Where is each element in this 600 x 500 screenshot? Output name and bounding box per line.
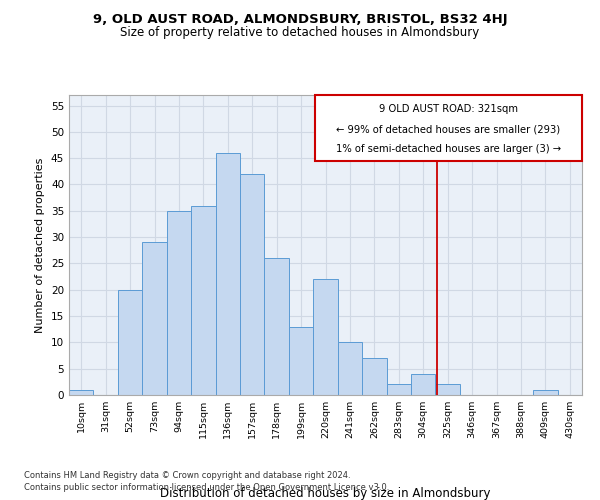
Text: ← 99% of detached houses are smaller (293): ← 99% of detached houses are smaller (29… bbox=[336, 124, 560, 134]
Bar bbox=[533, 390, 557, 395]
Bar bbox=[215, 153, 240, 395]
Bar bbox=[314, 95, 582, 161]
Text: Size of property relative to detached houses in Almondsbury: Size of property relative to detached ho… bbox=[121, 26, 479, 39]
Bar bbox=[142, 242, 167, 395]
Bar bbox=[191, 206, 215, 395]
Text: 9, OLD AUST ROAD, ALMONDSBURY, BRISTOL, BS32 4HJ: 9, OLD AUST ROAD, ALMONDSBURY, BRISTOL, … bbox=[92, 12, 508, 26]
Bar bbox=[118, 290, 142, 395]
Text: Contains public sector information licensed under the Open Government Licence v3: Contains public sector information licen… bbox=[24, 483, 389, 492]
Bar bbox=[167, 211, 191, 395]
Bar bbox=[240, 174, 265, 395]
Text: Contains HM Land Registry data © Crown copyright and database right 2024.: Contains HM Land Registry data © Crown c… bbox=[24, 471, 350, 480]
Y-axis label: Number of detached properties: Number of detached properties bbox=[35, 158, 46, 332]
Bar bbox=[289, 326, 313, 395]
Bar bbox=[69, 390, 94, 395]
Text: 9 OLD AUST ROAD: 321sqm: 9 OLD AUST ROAD: 321sqm bbox=[379, 104, 518, 114]
Bar bbox=[411, 374, 436, 395]
Bar bbox=[386, 384, 411, 395]
Bar bbox=[338, 342, 362, 395]
Bar bbox=[362, 358, 386, 395]
Bar bbox=[313, 279, 338, 395]
Bar bbox=[436, 384, 460, 395]
X-axis label: Distribution of detached houses by size in Almondsbury: Distribution of detached houses by size … bbox=[160, 487, 491, 500]
Bar bbox=[265, 258, 289, 395]
Text: 1% of semi-detached houses are larger (3) →: 1% of semi-detached houses are larger (3… bbox=[335, 144, 561, 154]
